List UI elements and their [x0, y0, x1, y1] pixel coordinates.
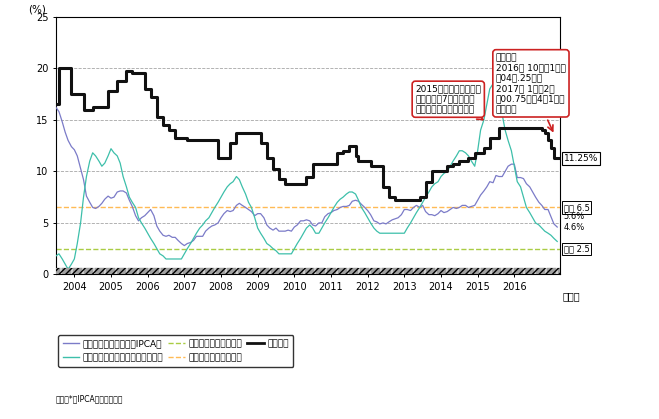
Text: 備考：*　IPCAは前年同月比: 備考：* IPCAは前年同月比: [56, 394, 123, 403]
Text: 政策金利
2016年 10月、1１月
各04０.25％、
2017年 1月、2月
各00.75％、4月1％、
引き下げ: 政策金利 2016年 10月、1１月 各04０.25％、 2017年 1月、2月…: [496, 53, 566, 131]
Legend: 拡大消費者物価指数（IPCA）, 拡大消費者物価指数（監視品目）, インフレ目標（下限）, インフレ目標（上限）, 政策金利: 拡大消費者物価指数（IPCA）, 拡大消費者物価指数（監視品目）, インフレ目標…: [58, 335, 293, 367]
Text: 5.6%: 5.6%: [564, 212, 585, 221]
Text: 下限 2.5: 下限 2.5: [564, 244, 590, 253]
Text: *拡大消費物価指数（IPCA）：ブラジル政府の公式インフレ指数。最低給与の 40 倍までの所得を持つ家族を対象。: *拡大消費物価指数（IPCA）：ブラジル政府の公式インフレ指数。最低給与の 40…: [56, 418, 328, 419]
Bar: [56, 268, 560, 274]
Text: （年）: （年）: [563, 291, 581, 301]
Text: 11.25%: 11.25%: [564, 154, 598, 163]
Text: 上限 6.5: 上限 6.5: [564, 203, 590, 212]
Text: 2015年、降雨不足（水
力発電依宗7割）による
電力料金の上昇の影響。: 2015年、降雨不足（水 力発電依宗7割）による 電力料金の上昇の影響。: [415, 84, 483, 120]
Text: (%): (%): [28, 4, 46, 14]
Bar: [56, 268, 560, 274]
Text: 4.6%: 4.6%: [564, 222, 585, 232]
